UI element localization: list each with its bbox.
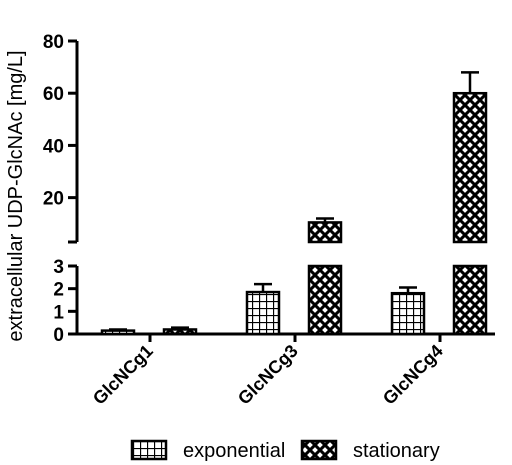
y-axis-title: extracellular UDP-GlcNAc [mg/L] xyxy=(5,50,27,341)
y-tick-label-2: 2 xyxy=(53,280,64,301)
y-tick-label-40: 40 xyxy=(43,136,64,157)
bar-glcncg1-exponential xyxy=(100,329,136,336)
bars xyxy=(100,71,488,336)
x-tick-label-glcncg4: GlcNCg4 xyxy=(379,341,447,409)
y-tick-label-0: 0 xyxy=(53,325,64,346)
y-tick-label-20: 20 xyxy=(43,189,64,210)
y-tick-label-1: 1 xyxy=(53,302,64,323)
bar-lower-glcncg3-stationary xyxy=(307,264,343,336)
bar-glcncg4-exponential xyxy=(390,291,426,336)
bar-glcncg3-exponential xyxy=(245,290,281,336)
bar-upper-glcncg3-stationary xyxy=(307,221,343,244)
legend-label-exponential: exponential xyxy=(183,440,285,462)
legend-swatch-exponential xyxy=(130,439,168,461)
y-tick-label-3: 3 xyxy=(53,257,64,278)
legend-swatch-stationary xyxy=(300,439,338,461)
legend: exponential stationary xyxy=(130,439,440,462)
bar-glcncg1-stationary xyxy=(162,328,198,336)
y-tick-label-80: 80 xyxy=(43,32,64,53)
axes xyxy=(68,39,495,342)
bar-upper-glcncg4-stationary xyxy=(452,91,488,244)
x-tick-label-glcncg1: GlcNCg1 xyxy=(89,341,157,409)
legend-label-stationary: stationary xyxy=(353,440,440,462)
bar-lower-glcncg4-stationary xyxy=(452,264,488,336)
x-tick-label-glcncg3: GlcNCg3 xyxy=(234,341,302,409)
y-tick-label-60: 60 xyxy=(43,84,64,105)
